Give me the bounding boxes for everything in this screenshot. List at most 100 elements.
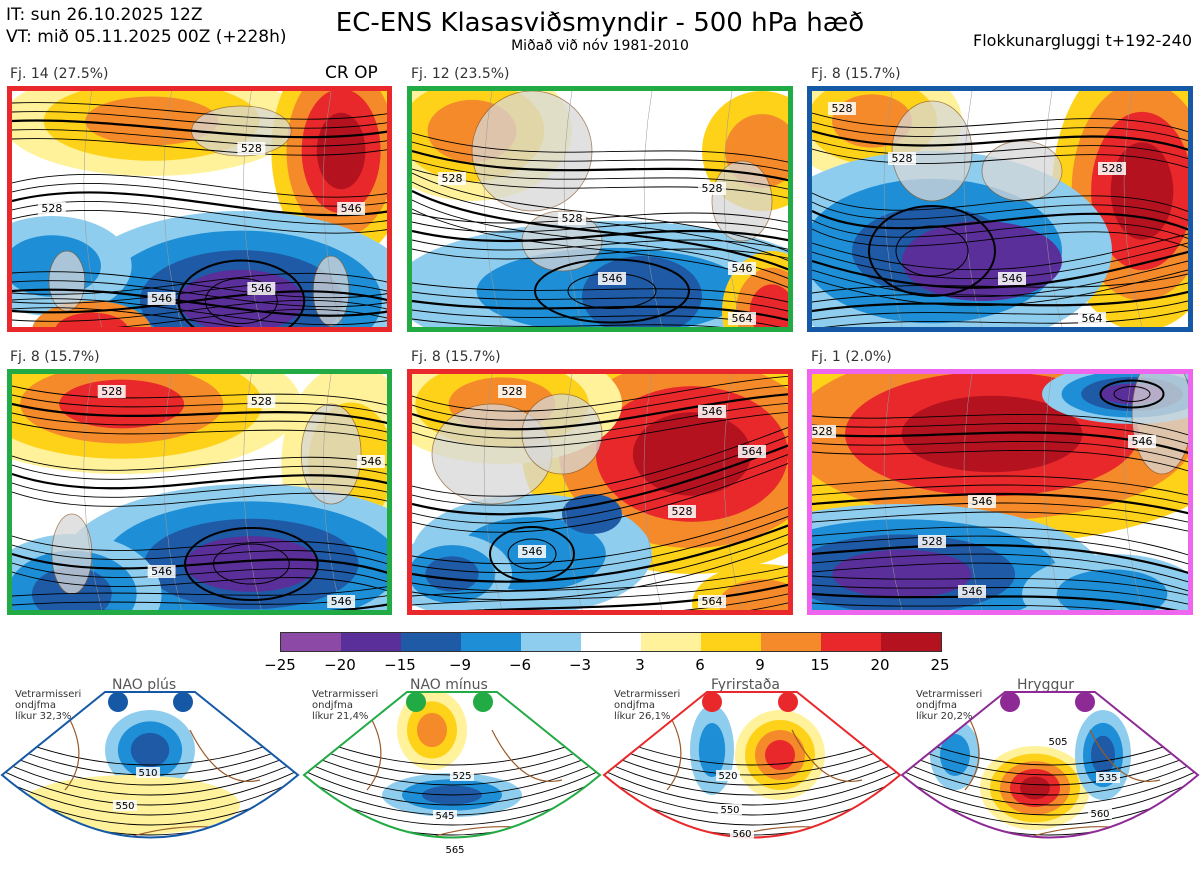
height-contour xyxy=(812,526,1188,556)
colorbar-tick-label: −6 xyxy=(508,656,532,674)
regime-anomaly-area xyxy=(698,723,726,777)
height-contour xyxy=(412,159,788,190)
regime-contour-label: 545 xyxy=(433,810,457,822)
svg-text:528: 528 xyxy=(442,172,463,185)
height-contour xyxy=(812,562,1188,592)
colorbar-tick-label: 6 xyxy=(695,656,705,674)
height-contour xyxy=(12,464,387,480)
height-contour xyxy=(812,475,1188,496)
regime-contour-label: 525 xyxy=(450,770,474,782)
low-center-contour xyxy=(1099,379,1165,409)
height-contour xyxy=(812,228,1188,249)
graticule-line xyxy=(1043,91,1063,327)
svg-text:560: 560 xyxy=(732,829,751,840)
regime-height-contour xyxy=(902,756,1198,796)
contour-label: 546 xyxy=(147,565,176,578)
height-contour xyxy=(412,566,788,597)
colorbar-tick-label: −25 xyxy=(264,656,296,674)
colorbar-bin xyxy=(341,633,402,651)
colorbar-bin xyxy=(761,633,822,651)
height-contour xyxy=(12,288,387,317)
svg-text:546: 546 xyxy=(361,455,382,468)
height-contour xyxy=(812,121,1188,142)
height-contour xyxy=(12,280,387,308)
contour-label: 546 xyxy=(698,405,726,418)
colorbar-bin xyxy=(461,633,522,651)
height-contour xyxy=(12,298,387,326)
height-contour xyxy=(12,272,387,295)
contour-label: 528 xyxy=(97,385,126,398)
regime-marker-dot xyxy=(1000,692,1020,712)
contour-label: 546 xyxy=(998,272,1026,285)
colorbar-tick-label: 25 xyxy=(930,656,950,674)
regime-contour-label: 520 xyxy=(716,770,740,782)
regime-contour-label: 550 xyxy=(113,800,137,812)
svg-text:505: 505 xyxy=(1048,737,1067,748)
height-contour xyxy=(412,524,788,583)
height-contour xyxy=(812,535,1188,565)
height-contour xyxy=(12,173,387,198)
regime-marker-dot xyxy=(406,692,426,712)
svg-text:528: 528 xyxy=(1102,162,1123,175)
svg-text:528: 528 xyxy=(892,152,913,165)
height-contour xyxy=(412,411,788,448)
contour-label: 546 xyxy=(1128,435,1156,448)
height-contour xyxy=(12,307,245,327)
regime-nao-plus: 510 550 xyxy=(0,691,300,839)
height-contour xyxy=(812,592,1179,610)
height-contour xyxy=(412,463,788,533)
contour-label: 528 xyxy=(888,152,916,165)
contour-label: 528 xyxy=(498,385,526,398)
regime-height-contour xyxy=(2,765,298,806)
height-contour xyxy=(812,139,1188,160)
svg-text:528: 528 xyxy=(101,385,122,398)
svg-text:528: 528 xyxy=(251,395,272,408)
height-contour xyxy=(12,455,387,471)
svg-text:535: 535 xyxy=(1098,773,1117,784)
regime-ridge-title: Hryggur xyxy=(1017,677,1074,693)
regime-contour-label: 565 xyxy=(443,844,467,856)
svg-text:528: 528 xyxy=(241,142,262,155)
valid-time: VT: mið 05.11.2025 00Z (+228h) xyxy=(6,27,287,47)
svg-text:546: 546 xyxy=(251,282,272,295)
height-contour xyxy=(412,516,788,574)
land-area xyxy=(981,140,1063,202)
height-contour xyxy=(812,112,1188,133)
height-contour xyxy=(12,402,387,425)
cluster-5-map: 528 546 564 528 546 564 xyxy=(407,369,793,615)
classification-window: Flokkunargluggi t+192-240 xyxy=(973,31,1192,50)
height-contour xyxy=(682,593,788,610)
regime-height-contour xyxy=(304,765,600,806)
header-info: IT: sun 26.10.2025 12Z VT: mið 05.11.202… xyxy=(6,4,287,48)
regime-marker-dot xyxy=(473,692,493,712)
anomaly-area xyxy=(55,312,128,327)
colorbar-bin xyxy=(281,633,342,651)
height-contour xyxy=(812,250,1188,289)
height-contour xyxy=(12,111,387,129)
cluster-map-svg: 528 546 564 528 546 564 xyxy=(412,374,788,610)
contour-label: 564 xyxy=(1078,312,1106,325)
regime-nao-minus: 525 545 565 xyxy=(302,691,602,856)
graticule-line xyxy=(83,91,103,327)
height-contour xyxy=(412,239,788,251)
height-contour xyxy=(812,219,1188,240)
height-contour xyxy=(812,300,1188,321)
height-contour xyxy=(412,212,788,224)
svg-text:546: 546 xyxy=(602,272,623,285)
height-contour xyxy=(812,543,1188,574)
svg-text:564: 564 xyxy=(732,312,753,325)
colorbar-tick-label: −15 xyxy=(384,656,416,674)
contour-label: 546 xyxy=(968,495,996,508)
height-contour xyxy=(412,132,788,163)
regime-nao-plus-title: NAO plús xyxy=(112,677,177,693)
regime-contour-label: 510 xyxy=(136,767,160,779)
colorbar-tick-label: 9 xyxy=(755,656,765,674)
height-contour xyxy=(12,472,387,490)
svg-text:546: 546 xyxy=(151,565,172,578)
height-contour xyxy=(412,190,788,271)
regime-height-contour xyxy=(304,747,600,786)
height-contour xyxy=(412,141,788,172)
height-contour xyxy=(12,482,387,498)
svg-text:528: 528 xyxy=(41,202,62,215)
height-contour xyxy=(812,584,1188,605)
